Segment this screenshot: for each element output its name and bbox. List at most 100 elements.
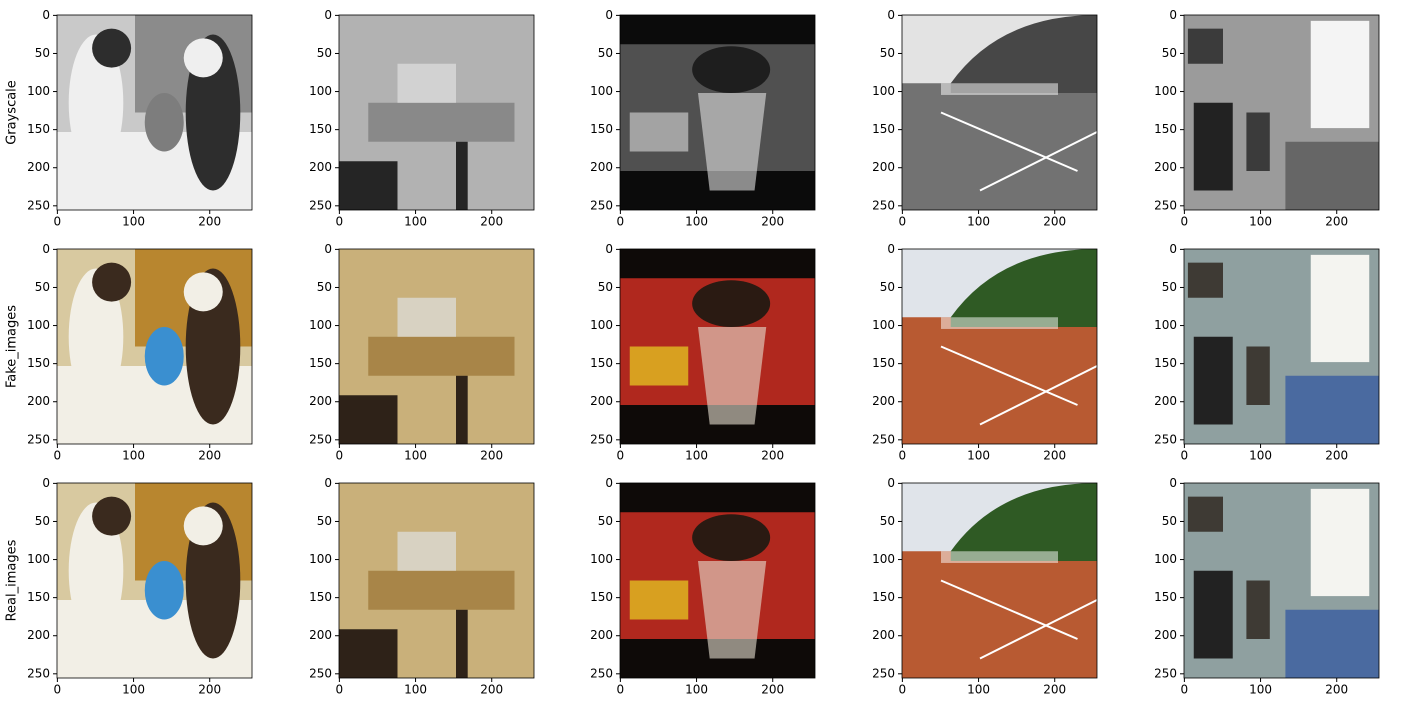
y-tick-label: 0: [605, 8, 613, 22]
y-tick-label: 200: [309, 628, 332, 642]
y-tick-label: 150: [872, 356, 895, 370]
y-tick-label: 150: [309, 122, 332, 136]
axes-frame: [901, 14, 1098, 211]
image-panel: [902, 15, 1098, 210]
y-tick-label: 100: [27, 84, 50, 98]
scene: [456, 141, 468, 210]
y-tick-label: 100: [1154, 318, 1177, 332]
x-tick-label: 100: [122, 449, 145, 463]
scene: [1310, 488, 1370, 597]
scene: [68, 268, 124, 405]
image-panel: [902, 483, 1098, 678]
y-tick-label: 0: [887, 8, 895, 22]
x-tick-label: 100: [967, 449, 990, 463]
y-tick-label: 0: [42, 8, 50, 22]
scene: [1187, 28, 1223, 64]
scene: [144, 327, 184, 386]
scene: [397, 63, 456, 103]
y-tick-label: 150: [309, 590, 332, 604]
scene: [692, 514, 771, 561]
y-tick-label: 150: [309, 356, 332, 370]
y-tick-label: 200: [590, 394, 613, 408]
scene: [1187, 496, 1223, 532]
axes-frame: [56, 14, 253, 211]
y-tick-label: 50: [598, 280, 613, 294]
x-tick-label: 0: [336, 215, 344, 229]
x-tick-label: 0: [899, 215, 907, 229]
y-tick-label: 50: [35, 280, 50, 294]
x-tick-label: 200: [761, 449, 784, 463]
y-tick-label: 150: [872, 590, 895, 604]
scene: [1285, 141, 1379, 210]
x-tick-label: 200: [1043, 215, 1066, 229]
y-tick-label: 0: [1169, 476, 1177, 490]
y-tick-label: 200: [872, 628, 895, 642]
y-tick-label: 250: [1154, 432, 1177, 446]
x-tick-label: 100: [1249, 683, 1272, 697]
x-tick-label: 100: [404, 215, 427, 229]
axes-frame: [619, 248, 816, 445]
scene: [68, 34, 124, 171]
y-tick-label: 100: [309, 84, 332, 98]
y-tick-label: 100: [1154, 84, 1177, 98]
y-tick-label: 200: [1154, 160, 1177, 174]
scene: [620, 249, 815, 279]
y-tick-label: 100: [590, 318, 613, 332]
x-tick-label: 0: [617, 449, 625, 463]
axes-frame: [619, 482, 816, 679]
y-tick-label: 100: [309, 552, 332, 566]
scene: [620, 15, 815, 45]
scene: [629, 580, 689, 620]
x-tick-label: 0: [617, 683, 625, 697]
scene: [1310, 20, 1370, 129]
scene: [940, 345, 1098, 426]
y-tick-label: 150: [590, 122, 613, 136]
y-tick-label: 250: [590, 432, 613, 446]
x-tick-label: 100: [1249, 449, 1272, 463]
x-tick-label: 200: [198, 683, 221, 697]
y-tick-label: 50: [1162, 514, 1177, 528]
scene: [692, 280, 771, 327]
x-tick-label: 200: [761, 215, 784, 229]
x-tick-label: 0: [1181, 215, 1189, 229]
y-tick-label: 0: [605, 476, 613, 490]
y-tick-label: 250: [309, 432, 332, 446]
y-tick-label: 100: [590, 84, 613, 98]
scene: [144, 561, 184, 620]
y-tick-label: 250: [1154, 198, 1177, 212]
scene: [1285, 375, 1379, 444]
image-panel: [620, 483, 815, 678]
y-tick-label: 50: [35, 46, 50, 60]
scene: [1193, 102, 1233, 191]
y-tick-label: 150: [27, 590, 50, 604]
scene: [698, 93, 767, 191]
y-tick-label: 0: [1169, 8, 1177, 22]
scene: [183, 38, 223, 78]
y-tick-label: 250: [309, 666, 332, 680]
y-tick-label: 150: [590, 356, 613, 370]
x-tick-label: 0: [336, 449, 344, 463]
y-tick-label: 0: [42, 242, 50, 256]
scene: [692, 46, 771, 93]
x-tick-label: 100: [1249, 215, 1272, 229]
scene: [950, 483, 1097, 561]
scene: [183, 506, 223, 546]
y-tick-label: 150: [27, 356, 50, 370]
scene: [950, 249, 1097, 327]
axes-frame: [619, 14, 816, 211]
y-tick-label: 200: [27, 160, 50, 174]
y-tick-label: 50: [317, 280, 332, 294]
x-tick-label: 200: [761, 683, 784, 697]
image-panel: [1184, 483, 1379, 678]
row-label: Fake_images: [5, 305, 20, 388]
axes-frame: [901, 482, 1098, 679]
scene: [397, 531, 456, 571]
x-tick-label: 200: [1325, 449, 1348, 463]
y-tick-label: 0: [324, 476, 332, 490]
x-tick-label: 100: [404, 449, 427, 463]
y-tick-label: 150: [1154, 122, 1177, 136]
y-tick-label: 150: [590, 590, 613, 604]
x-tick-label: 100: [122, 215, 145, 229]
y-tick-label: 100: [590, 552, 613, 566]
y-tick-label: 250: [27, 198, 50, 212]
